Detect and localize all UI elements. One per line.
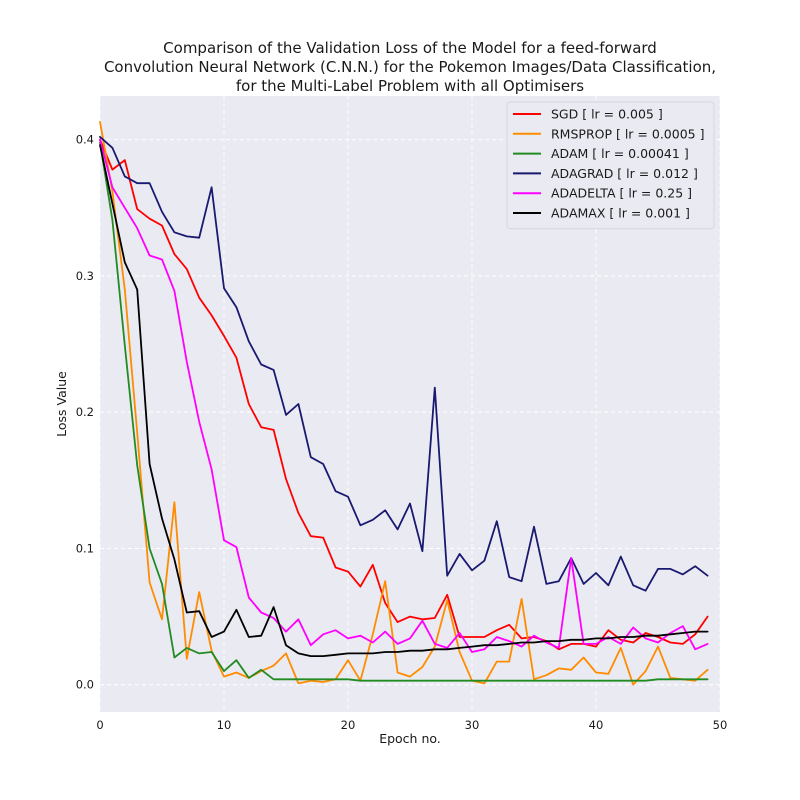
series-line-0 [99, 138, 709, 651]
legend-entry: RMSPROP [ lr = 0.0005 ] [551, 126, 704, 141]
x-tick-label: 50 [713, 718, 728, 732]
x-tick-label: 20 [341, 718, 356, 732]
series-line-1 [99, 121, 709, 686]
legend-box [506, 101, 715, 230]
series-line-2 [99, 141, 709, 682]
y-tick-label: 0.2 [76, 405, 94, 419]
y-tick-label: 0.1 [76, 541, 94, 555]
x-axis-label: Epoch no. [379, 731, 441, 746]
chart-title-line: Convolution Neural Network (C.N.N.) for … [104, 58, 716, 76]
legend-entry: ADAGRAD [ lr = 0.012 ] [551, 166, 698, 181]
y-tick-label: 0.0 [76, 678, 94, 692]
grid-lines [99, 96, 721, 712]
x-tick-label: 30 [465, 718, 480, 732]
x-tick-label: 40 [589, 718, 604, 732]
chart-title-line: Comparison of the Validation Loss of the… [163, 39, 657, 57]
series-line-3 [99, 135, 709, 592]
x-axis-ticks: 0 10 20 30 40 50 [96, 718, 727, 732]
y-tick-label: 0.4 [76, 133, 94, 147]
series-lines [99, 121, 709, 686]
legend-entry: ADAM [ lr = 0.00041 ] [551, 146, 689, 161]
legend-entry: ADADELTA [ lr = 0.25 ] [551, 186, 692, 201]
chart-title: Comparison of the Validation Loss of the… [104, 39, 716, 95]
chart-title-line: for the Multi-Label Problem with all Opt… [236, 77, 584, 95]
y-axis-label: Loss Value [54, 371, 69, 437]
legend-entry: SGD [ lr = 0.005 ] [551, 107, 663, 122]
legend: SGD [ lr = 0.005 ] RMSPROP [ lr = 0.0005 … [506, 101, 715, 230]
x-tick-label: 10 [217, 718, 232, 732]
legend-entry: ADAMAX [ lr = 0.001 ] [551, 206, 690, 221]
y-axis-ticks: 0.0 0.1 0.2 0.3 0.4 [76, 133, 94, 692]
x-tick-label: 0 [96, 718, 103, 732]
y-tick-label: 0.3 [76, 269, 94, 283]
series-line-5 [99, 144, 709, 657]
